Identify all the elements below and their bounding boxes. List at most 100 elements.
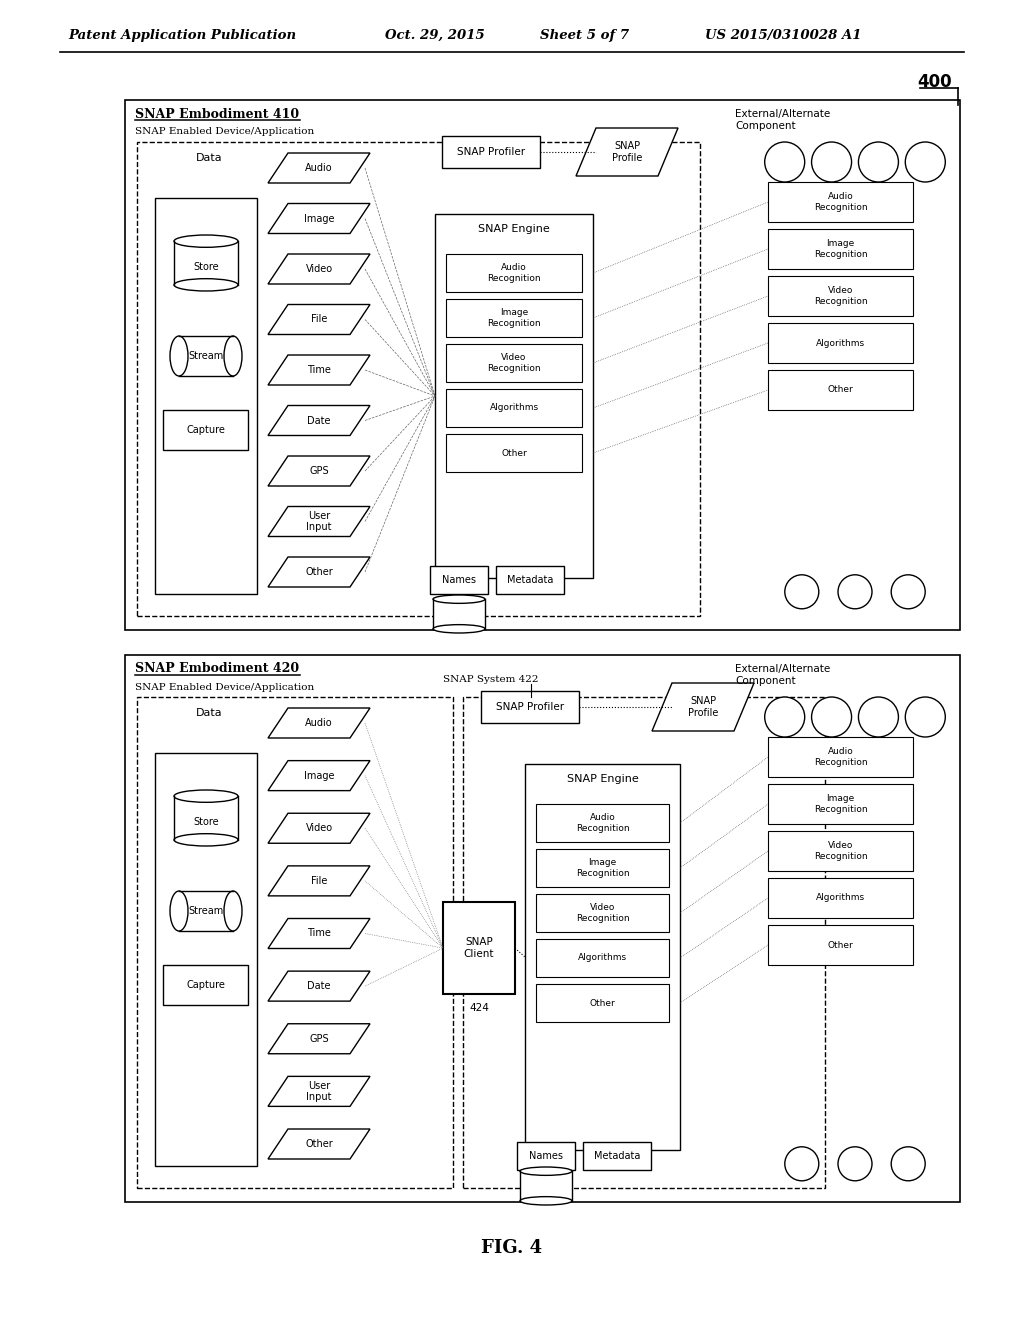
Circle shape <box>838 1147 872 1181</box>
Polygon shape <box>652 682 754 731</box>
Polygon shape <box>268 919 370 949</box>
Bar <box>433 599 485 628</box>
Text: Algorithms: Algorithms <box>578 953 627 962</box>
Bar <box>179 337 233 376</box>
Text: Audio
Recognition: Audio Recognition <box>814 193 867 211</box>
Text: Audio
Recognition: Audio Recognition <box>487 263 541 282</box>
Ellipse shape <box>520 1167 572 1175</box>
Bar <box>446 253 582 292</box>
Polygon shape <box>268 866 370 896</box>
Text: Sheet 5 of 7: Sheet 5 of 7 <box>540 29 629 41</box>
Text: US 2015/0310028 A1: US 2015/0310028 A1 <box>705 29 861 41</box>
Text: Time: Time <box>307 366 331 375</box>
Text: SNAP Engine: SNAP Engine <box>478 224 550 234</box>
Text: Image: Image <box>304 214 334 223</box>
Polygon shape <box>268 760 370 791</box>
Polygon shape <box>268 1076 370 1106</box>
Polygon shape <box>268 455 370 486</box>
Bar <box>525 764 680 1150</box>
Bar <box>520 1171 572 1201</box>
Bar <box>125 655 961 1203</box>
Text: Metadata: Metadata <box>594 1151 640 1162</box>
Ellipse shape <box>174 279 238 290</box>
Polygon shape <box>268 355 370 385</box>
Polygon shape <box>268 1129 370 1159</box>
Polygon shape <box>268 507 370 536</box>
Text: File: File <box>311 314 328 325</box>
Text: Image: Image <box>304 771 334 780</box>
Text: Video
Recognition: Video Recognition <box>814 286 867 306</box>
Circle shape <box>858 143 898 182</box>
Circle shape <box>891 574 926 609</box>
Circle shape <box>784 574 819 609</box>
Bar <box>174 242 238 285</box>
Text: Image
Recognition: Image Recognition <box>814 239 867 259</box>
Text: Time: Time <box>307 928 331 939</box>
Text: SNAP Profiler: SNAP Profiler <box>457 147 525 157</box>
Text: File: File <box>311 876 328 886</box>
Bar <box>536 804 669 842</box>
FancyBboxPatch shape <box>759 168 951 603</box>
Text: Patent Application Publication: Patent Application Publication <box>68 29 296 41</box>
Bar <box>517 1142 575 1170</box>
Text: SNAP
Profile: SNAP Profile <box>611 141 642 162</box>
Bar <box>768 832 913 871</box>
Text: Other: Other <box>305 568 333 577</box>
Text: Date: Date <box>307 981 331 991</box>
Ellipse shape <box>170 891 188 931</box>
Bar <box>768 370 913 411</box>
Circle shape <box>838 574 872 609</box>
Circle shape <box>765 143 805 182</box>
Text: Other: Other <box>305 1139 333 1148</box>
Bar <box>536 894 669 932</box>
Polygon shape <box>268 708 370 738</box>
Text: FIG. 4: FIG. 4 <box>481 1239 543 1257</box>
Text: SNAP
Profile: SNAP Profile <box>688 696 718 718</box>
Bar <box>446 389 582 426</box>
Text: User
Input: User Input <box>306 511 332 532</box>
Bar <box>768 878 913 917</box>
Bar <box>768 182 913 222</box>
Text: Audio
Recognition: Audio Recognition <box>575 813 630 833</box>
Polygon shape <box>268 813 370 843</box>
Bar <box>583 1142 651 1170</box>
Text: Audio
Recognition: Audio Recognition <box>814 747 867 767</box>
Text: Date: Date <box>307 416 331 425</box>
Text: Capture: Capture <box>186 979 225 990</box>
FancyBboxPatch shape <box>759 723 951 1175</box>
Circle shape <box>812 143 852 182</box>
Text: GPS: GPS <box>309 1034 329 1044</box>
Bar <box>137 143 700 616</box>
Text: Algorithms: Algorithms <box>489 404 539 412</box>
Ellipse shape <box>433 595 485 603</box>
Text: Stream: Stream <box>188 351 223 360</box>
Text: Video: Video <box>305 264 333 275</box>
Text: Video
Recognition: Video Recognition <box>814 841 867 861</box>
Text: Image
Recognition: Image Recognition <box>814 795 867 813</box>
Text: Video
Recognition: Video Recognition <box>575 903 630 923</box>
Circle shape <box>765 697 805 737</box>
Bar <box>536 849 669 887</box>
Text: SNAP
Client: SNAP Client <box>464 937 495 958</box>
Ellipse shape <box>174 235 238 247</box>
Text: Image
Recognition: Image Recognition <box>487 309 541 327</box>
Text: Stream: Stream <box>188 906 223 916</box>
Text: Algorithms: Algorithms <box>816 338 865 347</box>
Bar <box>768 925 913 965</box>
Polygon shape <box>268 305 370 334</box>
Bar <box>435 214 593 578</box>
Text: SNAP Embodiment 410: SNAP Embodiment 410 <box>135 107 299 120</box>
Bar <box>163 965 248 1005</box>
Polygon shape <box>268 253 370 284</box>
Text: SNAP Profiler: SNAP Profiler <box>496 702 564 711</box>
Polygon shape <box>268 203 370 234</box>
Bar <box>430 566 488 594</box>
Ellipse shape <box>174 789 238 803</box>
Bar <box>155 752 257 1166</box>
Bar <box>442 136 540 168</box>
Bar <box>481 690 579 723</box>
Text: Names: Names <box>529 1151 563 1162</box>
Bar <box>137 697 453 1188</box>
Text: GPS: GPS <box>309 466 329 477</box>
Text: Video
Recognition: Video Recognition <box>487 354 541 372</box>
